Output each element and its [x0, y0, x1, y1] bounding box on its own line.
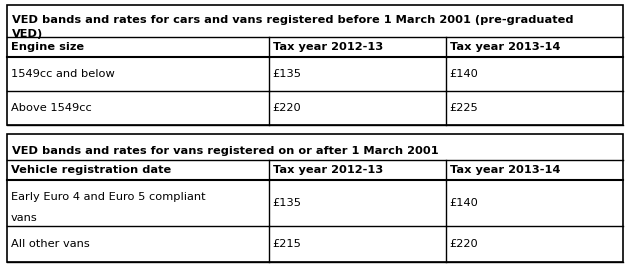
Text: Tax year 2013-14: Tax year 2013-14 [450, 42, 560, 52]
Text: Early Euro 4 and Euro 5 compliant: Early Euro 4 and Euro 5 compliant [11, 192, 205, 202]
Text: Tax year 2012-13: Tax year 2012-13 [273, 42, 383, 52]
Text: Above 1549cc: Above 1549cc [11, 103, 92, 113]
Text: All other vans: All other vans [11, 239, 89, 249]
Text: Tax year 2012-13: Tax year 2012-13 [273, 165, 383, 175]
Text: VED bands and rates for cars and vans registered before 1 March 2001 (pre-gradua: VED bands and rates for cars and vans re… [12, 15, 573, 25]
Text: vans: vans [11, 213, 38, 223]
Text: 1549cc and below: 1549cc and below [11, 69, 115, 79]
Bar [7, 5, 623, 125]
Text: £220: £220 [450, 239, 478, 249]
Text: £140: £140 [450, 69, 478, 79]
Text: Tax year 2013-14: Tax year 2013-14 [450, 165, 560, 175]
Text: £225: £225 [450, 103, 478, 113]
Text: £135: £135 [273, 198, 302, 208]
Text: £135: £135 [273, 69, 302, 79]
Text: VED bands and rates for vans registered on or after 1 March 2001: VED bands and rates for vans registered … [12, 146, 438, 156]
Bar [7, 134, 623, 262]
Text: £140: £140 [450, 198, 478, 208]
Text: Engine size: Engine size [11, 42, 84, 52]
Text: £215: £215 [273, 239, 302, 249]
Text: Vehicle registration date: Vehicle registration date [11, 165, 171, 175]
Text: £220: £220 [273, 103, 302, 113]
Text: VED): VED) [12, 29, 43, 39]
